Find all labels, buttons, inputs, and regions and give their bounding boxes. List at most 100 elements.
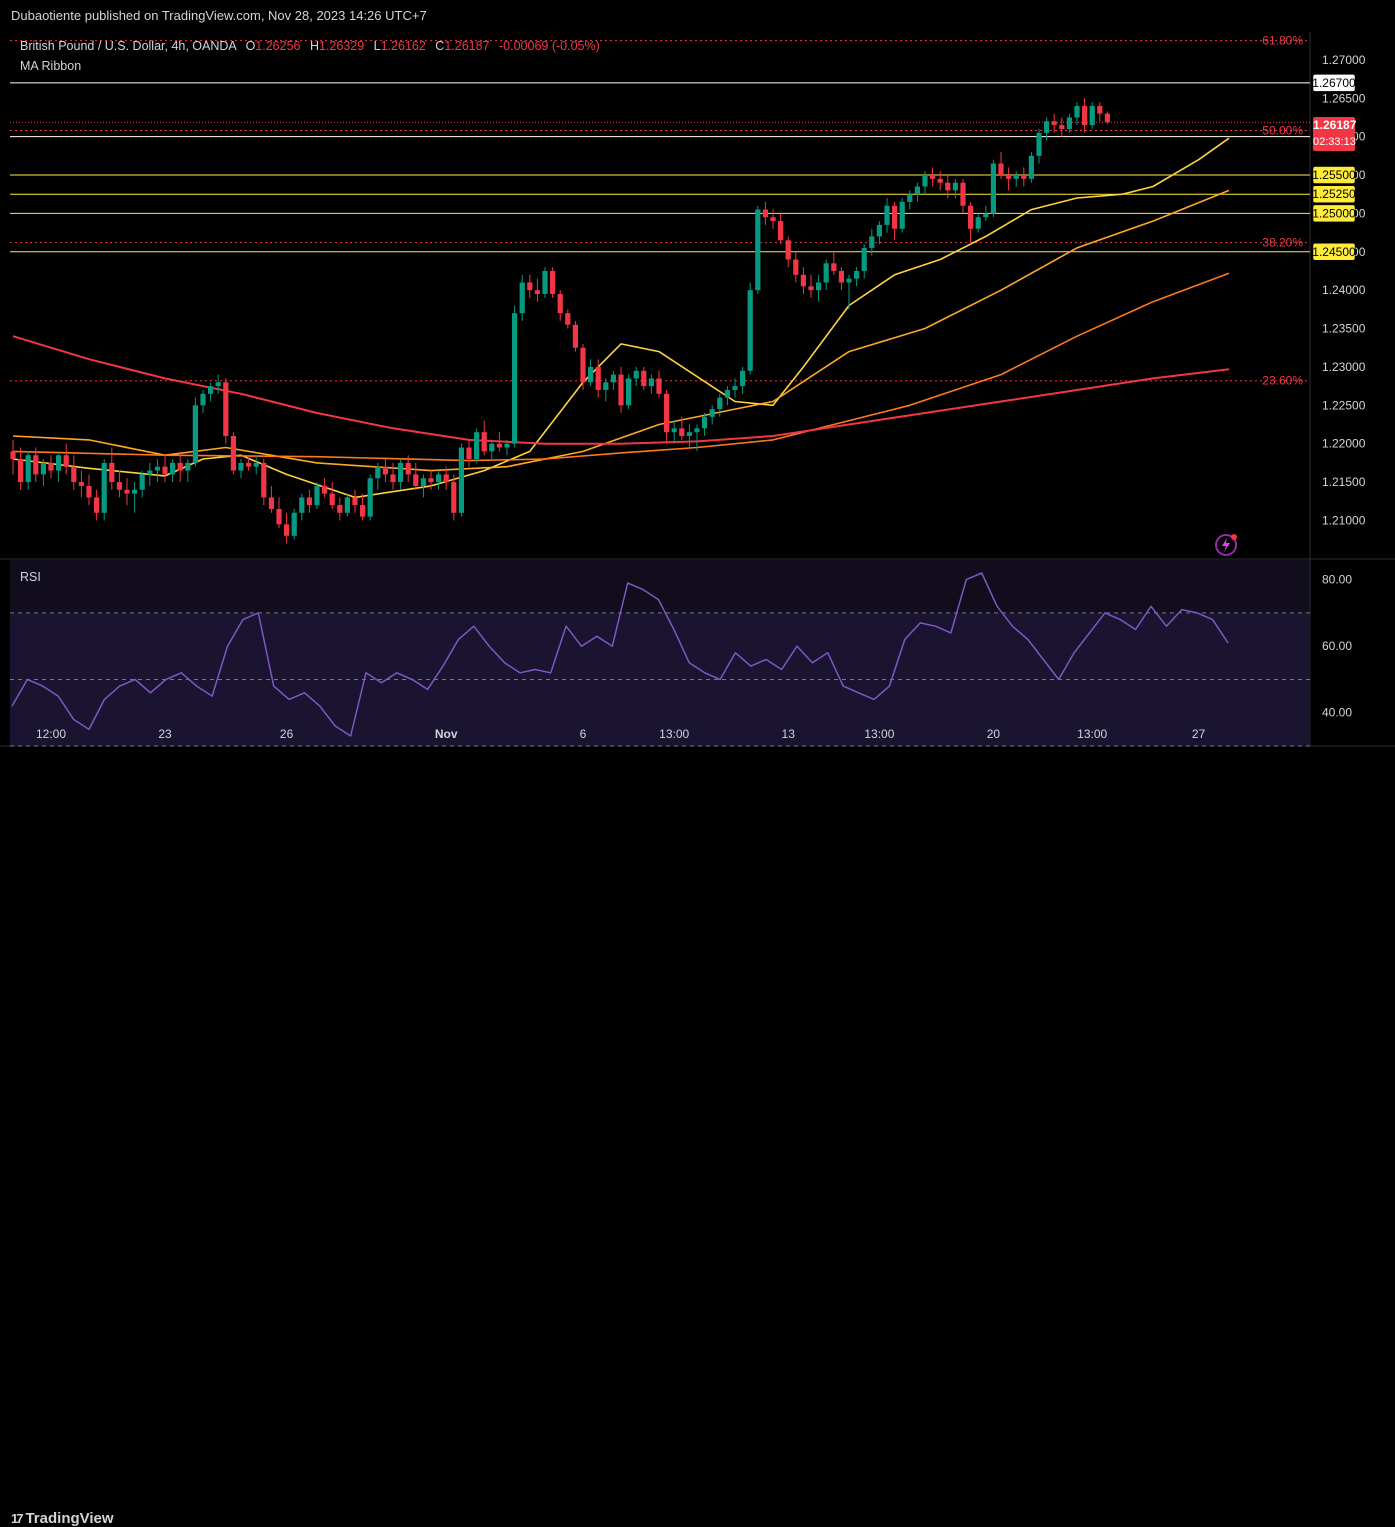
price-tick-label: 1.22000 (1322, 437, 1366, 451)
candle-body (755, 209, 761, 291)
price-tick-label: 1.27000 (1322, 53, 1366, 67)
candle-body (344, 497, 350, 513)
candle-body (436, 474, 442, 483)
chart-canvas[interactable]: 61.80%50.00%38.20%23.60% 1.270001.265001… (0, 0, 1395, 788)
candle-body (800, 274, 806, 287)
candle-body (565, 313, 571, 325)
candle-body (261, 462, 267, 498)
candle-body (899, 201, 905, 229)
candle-body (679, 428, 685, 437)
candle-body (489, 443, 495, 452)
high-value: 1.26329 (319, 39, 365, 53)
candle-body (405, 462, 411, 475)
candle-body (25, 455, 31, 483)
candle-body (1051, 121, 1057, 126)
candle-body (413, 474, 419, 486)
candle-body (223, 382, 229, 437)
candle-body (664, 393, 670, 433)
candle-body (724, 389, 730, 398)
level-price-tag (1312, 185, 1356, 203)
candle-body (1097, 105, 1103, 114)
open-label: O (245, 39, 256, 53)
candle-body (86, 485, 92, 498)
fib-label: 23.60% (1262, 374, 1303, 388)
tradingview-logo[interactable]: 17 TradingView (11, 1510, 114, 1527)
symbol-name: British Pound / U.S. Dollar, 4h, OANDA (20, 39, 237, 53)
candle-body (1082, 105, 1088, 126)
candle-body (838, 270, 844, 283)
candle-body (78, 482, 84, 486)
candle-body (1044, 121, 1050, 133)
candle-body (253, 462, 259, 467)
candle-body (869, 236, 875, 248)
candle-body (702, 416, 708, 429)
candle-body (527, 282, 533, 291)
price-tick-label: 1.23500 (1322, 322, 1366, 336)
price-tick-label: 1.26500 (1322, 91, 1366, 105)
candle-body (534, 290, 540, 294)
candle-body (329, 493, 335, 506)
candle-body (876, 224, 882, 237)
candle-body (671, 428, 677, 433)
candle-body (268, 497, 274, 509)
candle-body (474, 432, 480, 460)
close-value: 1.26187 (444, 39, 490, 53)
candle-body (1066, 117, 1072, 129)
high-label: H (309, 39, 319, 53)
candle-body (990, 163, 996, 214)
candle-body (770, 217, 776, 222)
level-price-tag (1312, 204, 1356, 223)
time-axis[interactable]: 12:00 23 26 Nov 6 13:00 13 13:00 20 13:00 27 (36, 727, 1206, 741)
candle-body (983, 213, 989, 218)
candle-body (778, 221, 784, 241)
price-axis[interactable]: 1.270001.265001.260001.255001.250001.245… (1312, 53, 1365, 720)
rsi-plot (10, 572, 1310, 747)
candle-body (230, 436, 236, 471)
candle-body (200, 393, 206, 406)
candle-body (618, 374, 624, 406)
candle-body (420, 478, 426, 486)
candle-body (580, 347, 586, 383)
lightning-icon[interactable] (1214, 533, 1238, 557)
candle-body (975, 217, 981, 229)
fib-label: 38.20% (1262, 236, 1303, 250)
candle-body (656, 378, 662, 394)
candle-body (291, 512, 297, 536)
candle-body (170, 462, 176, 475)
level-price-tag (1312, 166, 1356, 184)
candle-body (884, 205, 890, 225)
candle-body (109, 462, 115, 483)
candle-body (945, 182, 951, 191)
candle-body (360, 505, 366, 517)
candle-body (709, 409, 715, 417)
candle-body (101, 462, 107, 513)
candle-body (284, 524, 290, 536)
time-tick-label: 13:00 (1077, 727, 1107, 741)
candle-body (382, 466, 388, 475)
tradingview-logo-icon: 17 (11, 1511, 24, 1526)
indicator-legend[interactable]: MA Ribbon (20, 59, 82, 73)
countdown-tag: 02:33:13 (1313, 134, 1356, 151)
candlesticks (10, 98, 1110, 544)
rsi-tick-label: 60.00 (1322, 639, 1352, 653)
candle-body (208, 386, 214, 394)
candle-body (1028, 155, 1034, 179)
candle-body (740, 370, 746, 387)
candle-body (960, 182, 966, 206)
time-tick-label: 12:00 (36, 727, 66, 741)
time-tick-label: 13:00 (659, 727, 689, 741)
time-tick-label: 26 (280, 727, 294, 741)
symbol-legend[interactable]: British Pound / U.S. Dollar, 4h, OANDA O… (20, 39, 600, 53)
candle-body (466, 447, 472, 460)
candle-body (352, 497, 358, 506)
candle-body (785, 240, 791, 260)
low-label: L (373, 39, 381, 53)
candle-body (94, 497, 100, 513)
candle-body (185, 462, 191, 471)
candle-body (542, 270, 548, 294)
time-tick-label: 23 (158, 727, 172, 741)
price-tick-label: 1.22500 (1322, 398, 1366, 412)
candle-body (588, 366, 594, 383)
rsi-legend[interactable]: RSI (20, 570, 41, 584)
time-tick-label: 6 (580, 727, 587, 741)
